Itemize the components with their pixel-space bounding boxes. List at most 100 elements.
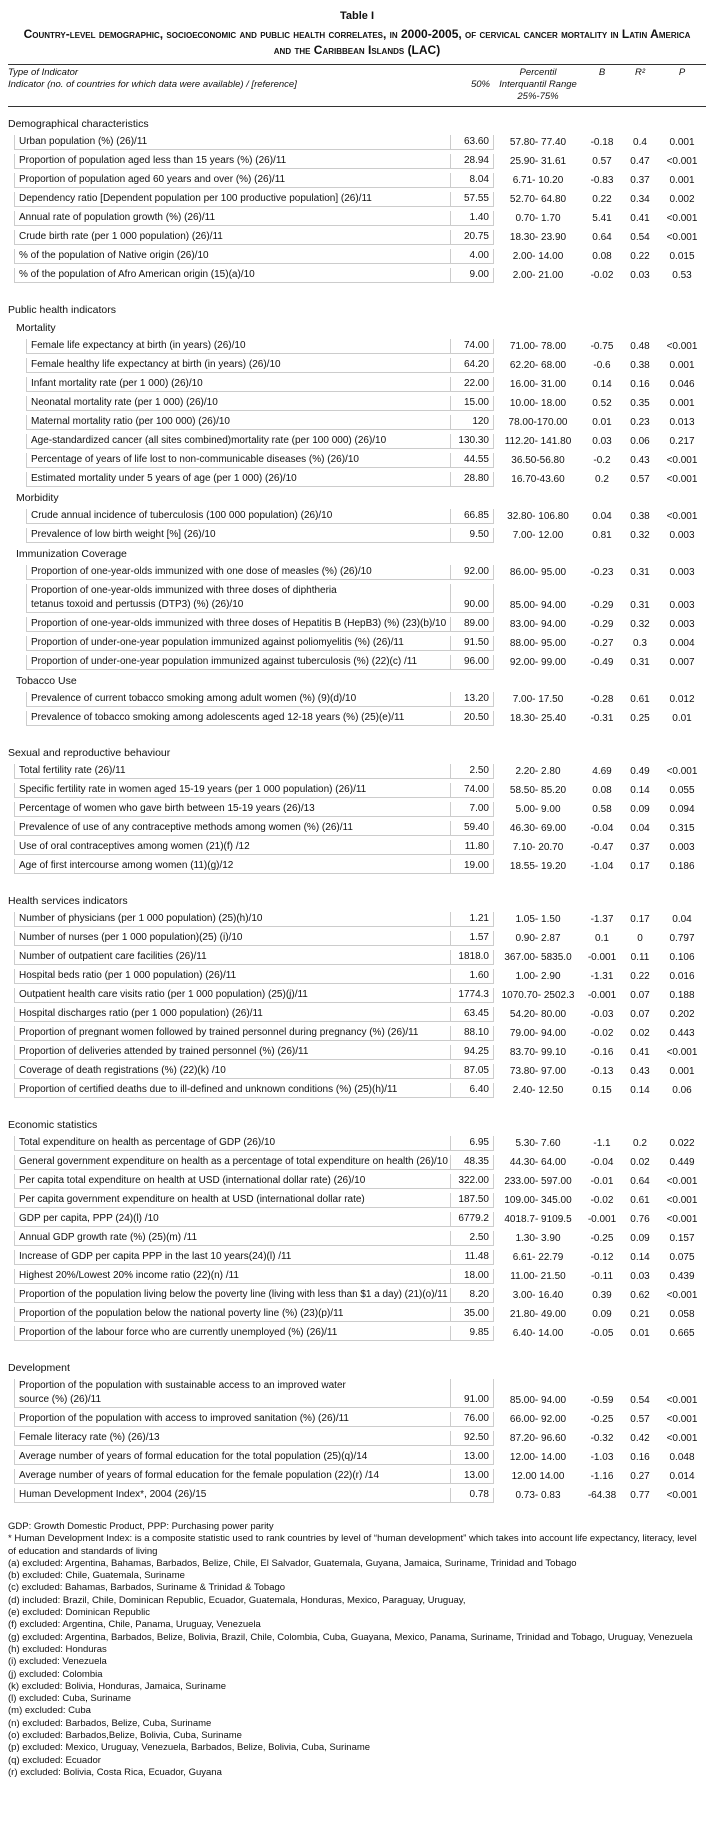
table-row: Percentage of women who gave birth betwe… <box>14 800 706 819</box>
r-squared: 0.64 <box>630 1176 650 1187</box>
indicator: Estimated mortality under 5 years of age… <box>31 473 297 484</box>
indicator-cell: Proportion of the population with access… <box>14 1412 450 1427</box>
p-value: 0.003 <box>669 567 695 578</box>
table-row: Proportion of one-year-olds immunized wi… <box>26 563 706 582</box>
interquartile-range: 1070.70- 2502.3 <box>501 990 575 1001</box>
table-row: Maternal mortality ratio (per 100 000) (… <box>26 413 706 432</box>
median: 66.85 <box>450 509 494 524</box>
indicator: Age-standardized cancer (all sites combi… <box>31 435 387 446</box>
indicator-cell: Proportion of deliveries attended by tra… <box>14 1045 450 1060</box>
indicator: Female life expectancy at birth (in year… <box>31 340 246 351</box>
indicator: Per capita government expenditure on hea… <box>19 1194 365 1205</box>
indicator-cell: Age of first intercourse among women (11… <box>14 859 450 874</box>
indicator-cell: Female healthy life expectancy at birth … <box>26 358 450 373</box>
b-coefficient: -0.04 <box>590 1157 614 1168</box>
table-row: Per capita government expenditure on hea… <box>14 1191 706 1210</box>
indicator-cell: Dependency ratio [Dependent population p… <box>14 192 450 207</box>
indicator-cell: Per capita government expenditure on hea… <box>14 1193 450 1208</box>
r-squared: 0.09 <box>630 1233 650 1244</box>
p-value: <0.001 <box>666 1395 698 1406</box>
indicator-cell: Annual rate of population growth (%) (26… <box>14 211 450 226</box>
p-value: 0.022 <box>669 1138 695 1149</box>
footnote: (o) excluded: Barbados,Belize, Bolivia, … <box>8 1730 242 1742</box>
r-squared: 0.16 <box>630 1452 650 1463</box>
indicator-cell: Proportion of population aged 60 years a… <box>14 173 450 188</box>
table-row: Proportion of the population living belo… <box>14 1286 706 1305</box>
b-coefficient: 0.09 <box>592 1309 612 1320</box>
indicator: Proportion of the labour force who are c… <box>19 1327 338 1338</box>
b-coefficient: 5.41 <box>592 213 612 224</box>
indicator-cell: Number of outpatient care facilities (26… <box>14 950 450 965</box>
indicator: Prevalence of low birth weight [%] (26)/… <box>31 529 216 540</box>
median: 96.00 <box>450 655 494 670</box>
indicator: Crude birth rate (per 1 000 population) … <box>19 231 223 242</box>
r-squared: 0.23 <box>630 417 650 428</box>
interquartile-range: 2.40- 12.50 <box>512 1085 564 1096</box>
r-squared: 0.48 <box>630 341 650 352</box>
interquartile-range: 18.30- 23.90 <box>509 232 567 243</box>
r-squared: 0.38 <box>630 360 650 371</box>
table-row: Female life expectancy at birth (in year… <box>26 337 706 356</box>
interquartile-range: 6.71- 10.20 <box>512 175 564 186</box>
r-squared: 0.32 <box>630 530 650 541</box>
indicator-cell: Estimated mortality under 5 years of age… <box>26 472 450 487</box>
b-coefficient: -0.11 <box>590 1271 614 1282</box>
interquartile-range: 0.70- 1.70 <box>515 213 561 224</box>
p-value: <0.001 <box>666 1214 698 1225</box>
p-value: 0.188 <box>669 990 695 1001</box>
interquartile-range: 16.70-43.60 <box>511 474 565 485</box>
b-coefficient: 4.69 <box>592 766 612 777</box>
interquartile-range: 79.00- 94.00 <box>509 1028 567 1039</box>
indicator: Neonatal mortality rate (per 1 000) (26)… <box>31 397 218 408</box>
r-squared: 0.41 <box>630 1047 650 1058</box>
indicator: Hospital beds ratio (per 1 000 populatio… <box>19 970 237 981</box>
p-value: 0.003 <box>669 619 695 630</box>
median-label: 50% <box>470 79 490 90</box>
interquartile-range: 73.80- 97.00 <box>509 1066 567 1077</box>
median: 9.85 <box>450 1326 494 1341</box>
indicator-cell: Proportion of pregnant women followed by… <box>14 1026 450 1041</box>
interquartile-range: 0.73- 0.83 <box>515 1490 561 1501</box>
p-value: <0.001 <box>666 1490 698 1501</box>
indicator: Proportion of one-year-olds immunized wi… <box>31 566 372 577</box>
table-row: Prevalence of tobacco smoking among adol… <box>26 709 706 728</box>
table-row: Specific fertility rate in women aged 15… <box>14 781 706 800</box>
median: 74.00 <box>450 339 494 354</box>
indicator-cell: Proportion of the population below the n… <box>14 1307 450 1322</box>
r-squared: 0.07 <box>630 1009 650 1020</box>
table-row: Proportion of population aged 60 years a… <box>14 171 706 190</box>
indicator: Specific fertility rate in women aged 15… <box>19 784 367 795</box>
section-title: Demographical characteristics <box>8 118 149 130</box>
median: 1818.0 <box>450 950 494 965</box>
indicator: Proportion of the population with access… <box>19 1413 349 1424</box>
section-title: Health services indicators <box>8 895 128 907</box>
table-row: Proportion of under-one-year population … <box>26 634 706 653</box>
r-squared: 0.03 <box>630 1271 650 1282</box>
r-squared: 0.11 <box>630 952 650 963</box>
p-value: 0.014 <box>669 1471 695 1482</box>
table-row: Outpatient health care visits ratio (per… <box>14 986 706 1005</box>
interquartile-range: 18.30- 25.40 <box>509 713 567 724</box>
median: 59.40 <box>450 821 494 836</box>
indicator-cell: Outpatient health care visits ratio (per… <box>14 988 450 1003</box>
median: 1774.3 <box>450 988 494 1003</box>
r-squared: 0.22 <box>630 971 650 982</box>
b-coefficient: 0.08 <box>592 251 612 262</box>
table-row: Number of nurses (per 1 000 population)(… <box>14 929 706 948</box>
interquartile-range: 71.00- 78.00 <box>509 341 567 352</box>
median: 28.80 <box>450 472 494 487</box>
median: 76.00 <box>450 1412 494 1427</box>
indicator: Prevalence of current tobacco smoking am… <box>31 693 357 704</box>
median: 44.55 <box>450 453 494 468</box>
group-title: Tobacco Use <box>16 675 77 687</box>
r-squared: 0.02 <box>630 1028 650 1039</box>
indicator: General government expenditure on health… <box>19 1156 448 1167</box>
p-value: <0.001 <box>666 1414 698 1425</box>
table-row: Estimated mortality under 5 years of age… <box>26 470 706 489</box>
b-coefficient: -0.23 <box>590 567 614 578</box>
interquartile-range: 109.00- 345.00 <box>504 1195 572 1206</box>
p-value: 0.094 <box>669 804 695 815</box>
interquartile-range: 44.30- 64.00 <box>509 1157 567 1168</box>
median: 13.00 <box>450 1450 494 1465</box>
table-row: Prevalence of low birth weight [%] (26)/… <box>26 526 706 545</box>
